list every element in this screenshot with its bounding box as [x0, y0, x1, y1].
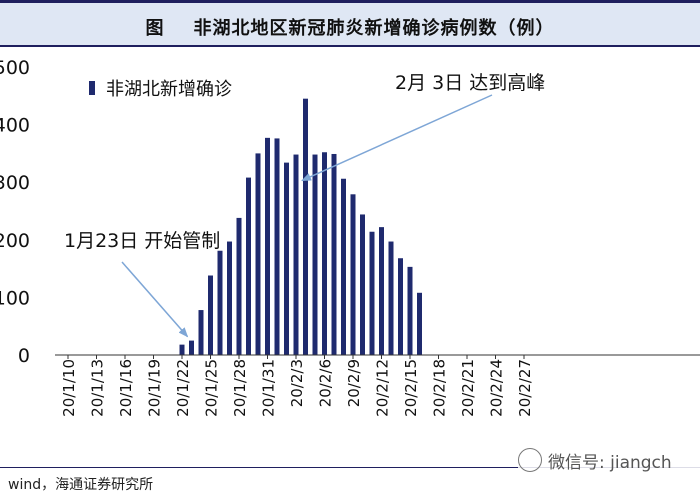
- bar: [217, 250, 223, 355]
- bar: [341, 178, 346, 355]
- bar: [360, 214, 365, 355]
- bar: [379, 227, 384, 355]
- y-tick-label: 400: [0, 115, 30, 137]
- x-tick-label: 20/2/12: [374, 359, 392, 417]
- bar: [398, 258, 403, 355]
- bar: [312, 154, 318, 355]
- x-tick-label: 20/1/13: [89, 359, 107, 417]
- top-rule: [0, 0, 700, 3]
- x-tick-label: 20/2/18: [431, 359, 449, 417]
- watermark-text: 微信号: jiangch: [548, 452, 672, 473]
- bar: [189, 340, 194, 355]
- bar-chart: 0 100 200 300 400 500 20/1/10 20/1/13 20/1/16 20…: [0, 57, 700, 417]
- bar: [322, 152, 327, 355]
- title-bar: [0, 3, 700, 45]
- annotation-arrow: [301, 94, 493, 182]
- x-tick-label: 20/2/6: [317, 359, 335, 407]
- annotation-lockdown: 1月23日 开始管制: [64, 230, 220, 252]
- x-tick-label: 20/1/28: [231, 359, 249, 417]
- x-tick-label: 20/2/15: [402, 359, 420, 417]
- chart-title: 图 非湖北地区新冠肺炎新增确诊病例数（例）: [145, 18, 555, 39]
- x-tick-label: 20/2/27: [516, 359, 534, 417]
- annotation-peak: 2月 3日 达到高峰: [395, 72, 545, 94]
- bar: [417, 292, 422, 355]
- source-note: wind，海通证券研究所: [8, 477, 154, 493]
- x-tick-label: 20/2/24: [488, 359, 506, 417]
- bar: [208, 275, 213, 355]
- bar: [369, 231, 375, 355]
- bar: [179, 344, 185, 355]
- x-tick-label: 20/1/31: [260, 359, 278, 417]
- y-tick-label: 0: [18, 345, 30, 367]
- bar: [236, 217, 242, 355]
- y-tick-label: 500: [0, 57, 30, 79]
- watermark: 微信号: jiangch: [518, 447, 700, 473]
- x-tick-label: 20/2/3: [288, 359, 306, 407]
- y-tick-label: 200: [0, 230, 30, 252]
- bar: [265, 137, 270, 355]
- annotation-arrow: [121, 261, 189, 338]
- bar: [284, 162, 289, 355]
- bar: [274, 138, 280, 355]
- bar: [407, 266, 413, 355]
- x-tick-label: 20/2/9: [345, 359, 363, 407]
- title-rule: [0, 45, 700, 47]
- wechat-icon: [518, 448, 542, 472]
- x-tick-label: 20/1/10: [60, 359, 78, 417]
- x-tick-label: 20/1/16: [117, 359, 135, 417]
- legend-label: 非湖北新增确诊: [106, 79, 232, 100]
- bar: [350, 194, 356, 355]
- bar: [331, 153, 337, 355]
- bar: [255, 153, 261, 355]
- bar: [303, 98, 308, 356]
- bar: [198, 310, 204, 355]
- x-tick-label: 20/2/21: [459, 359, 477, 417]
- x-tick-label: 20/1/22: [174, 359, 192, 417]
- bottom-rule: [0, 467, 700, 468]
- y-tick-label: 300: [0, 172, 30, 194]
- legend-swatch: [89, 81, 95, 95]
- bar: [227, 241, 232, 355]
- bar: [388, 241, 394, 355]
- x-tick-label: 20/1/25: [203, 359, 221, 417]
- bar: [293, 154, 299, 355]
- bar: [246, 177, 251, 355]
- x-tick-label: 20/1/19: [146, 359, 164, 417]
- y-tick-label: 100: [0, 287, 30, 309]
